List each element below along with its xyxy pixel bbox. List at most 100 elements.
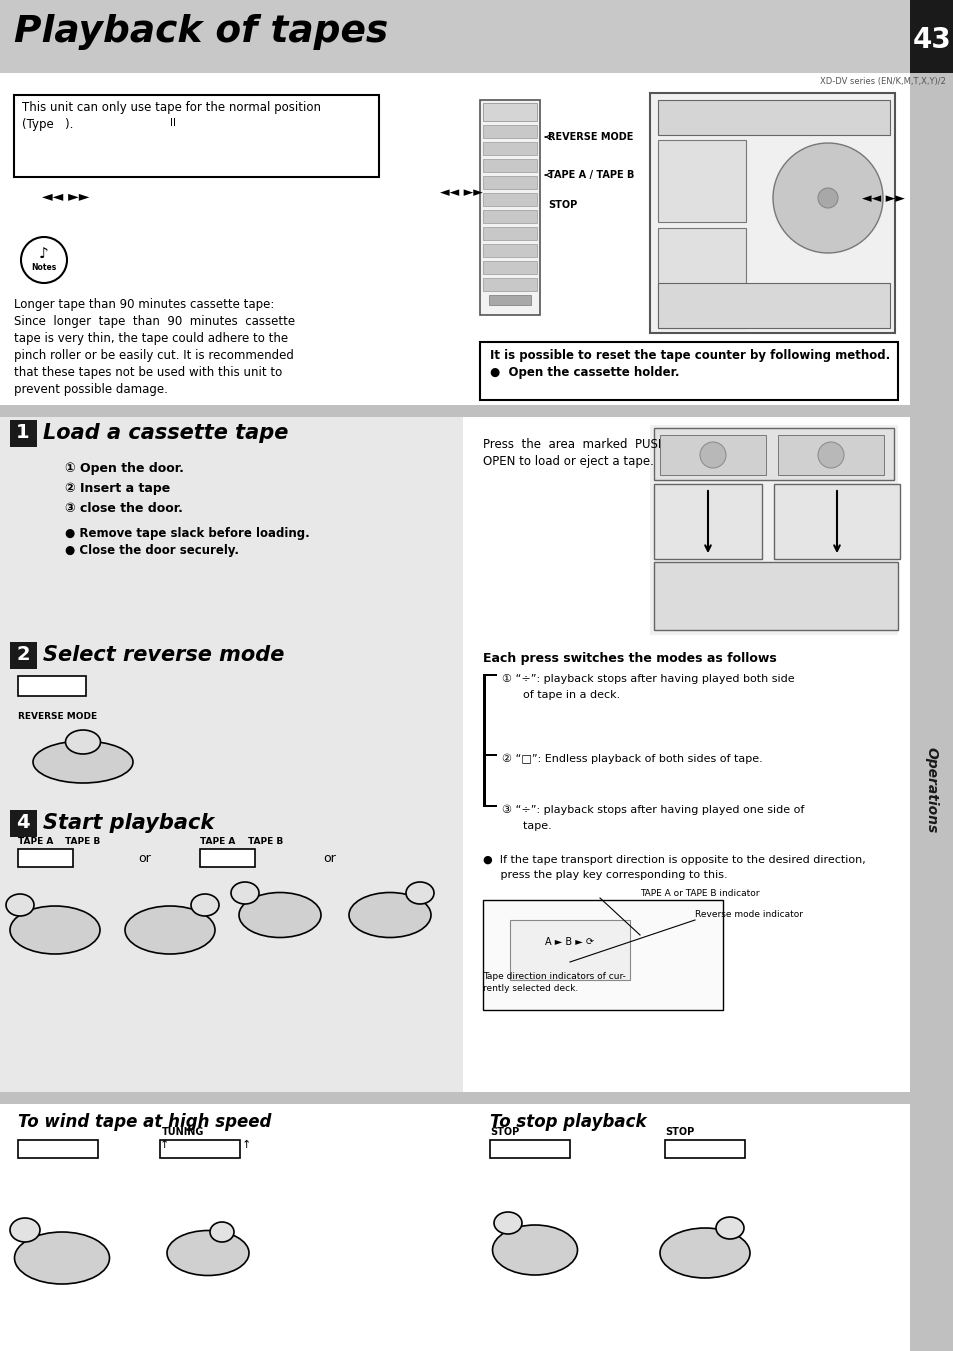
Bar (0, 807, 462, 1092)
Text: To stop playback: To stop playback (490, 1113, 646, 1131)
Bar (778, 435, 883, 476)
Ellipse shape (66, 730, 100, 754)
Ellipse shape (406, 882, 434, 904)
Circle shape (21, 236, 67, 282)
Bar (773, 484, 899, 559)
Text: ♪: ♪ (39, 246, 49, 262)
Bar (482, 193, 537, 205)
Bar (482, 176, 537, 189)
Bar (482, 227, 537, 240)
Text: Operations: Operations (924, 747, 938, 834)
Ellipse shape (494, 1212, 521, 1233)
Bar (489, 295, 531, 305)
Ellipse shape (239, 893, 320, 938)
Text: (Type   ).: (Type ). (22, 118, 73, 131)
Text: ◄◄ ►►: ◄◄ ►► (862, 192, 904, 204)
Bar (0, 405, 909, 417)
Text: ↑: ↑ (242, 1140, 251, 1150)
Bar (482, 674, 497, 676)
Text: ●  If the tape transport direction is opposite to the desired direction,: ● If the tape transport direction is opp… (482, 855, 864, 865)
Text: REVERSE MODE: REVERSE MODE (18, 712, 97, 721)
Bar (0, 0, 909, 73)
Text: of tape in a deck.: of tape in a deck. (501, 690, 619, 700)
Bar (482, 805, 497, 807)
Circle shape (817, 442, 843, 467)
Ellipse shape (33, 740, 132, 784)
Bar (909, 73, 953, 1351)
Bar (18, 676, 86, 696)
Text: ◄◄ ►►: ◄◄ ►► (42, 190, 90, 204)
Text: STOP: STOP (671, 200, 700, 209)
Ellipse shape (14, 1232, 110, 1283)
Bar (0, 639, 462, 807)
Text: STOP: STOP (490, 1127, 518, 1138)
Circle shape (772, 143, 882, 253)
Ellipse shape (231, 882, 258, 904)
Bar (482, 261, 537, 274)
Text: ② Insert a tape: ② Insert a tape (65, 482, 170, 494)
Text: TAPE B: TAPE B (248, 838, 283, 846)
Bar (10, 811, 37, 838)
Bar (200, 848, 254, 867)
Bar (10, 642, 37, 669)
Text: TAPE A: TAPE A (18, 838, 53, 846)
Bar (658, 228, 745, 328)
Text: TAPE A or TAPE B indicator: TAPE A or TAPE B indicator (639, 889, 759, 898)
Bar (0, 417, 462, 639)
Text: Each press switches the modes as follows: Each press switches the modes as follows (482, 653, 776, 665)
Text: 43: 43 (912, 26, 950, 54)
Bar (18, 1140, 98, 1158)
Text: ③ “÷”: playback stops after having played one side of: ③ “÷”: playback stops after having playe… (501, 805, 803, 816)
Bar (479, 342, 897, 400)
Text: Start playback: Start playback (43, 813, 214, 834)
Ellipse shape (492, 1225, 577, 1275)
Bar (658, 282, 889, 328)
Bar (510, 920, 629, 979)
Text: ◄◄ ►►: ◄◄ ►► (439, 185, 482, 199)
Bar (482, 674, 485, 807)
Text: Notes: Notes (31, 262, 56, 272)
Text: tape is very thin, the tape could adhere to the: tape is very thin, the tape could adhere… (14, 332, 288, 345)
Text: STOP: STOP (664, 1127, 694, 1138)
Text: or: or (323, 851, 336, 865)
Text: A ► B ► ⟳: A ► B ► ⟳ (545, 938, 594, 947)
Bar (654, 428, 893, 480)
Bar (664, 1140, 744, 1158)
Circle shape (700, 442, 725, 467)
Bar (482, 142, 537, 155)
Bar (482, 278, 537, 290)
Text: that these tapes not be used with this unit to: that these tapes not be used with this u… (14, 366, 282, 380)
Bar (654, 484, 761, 559)
Bar (482, 900, 722, 1011)
Bar (482, 245, 537, 257)
Text: Playback of tapes: Playback of tapes (14, 14, 388, 50)
Text: It is possible to reset the tape counter by following method.: It is possible to reset the tape counter… (490, 349, 889, 362)
Text: press the play key corresponding to this.: press the play key corresponding to this… (482, 870, 727, 880)
Text: Longer tape than 90 minutes cassette tape:: Longer tape than 90 minutes cassette tap… (14, 299, 274, 311)
Text: 4: 4 (16, 813, 30, 832)
Ellipse shape (125, 907, 214, 954)
Text: pinch roller or be easily cut. It is recommended: pinch roller or be easily cut. It is rec… (14, 349, 294, 362)
Text: TAPE A / TAPE B: TAPE A / TAPE B (547, 170, 634, 180)
Text: tape.: tape. (501, 821, 551, 831)
Text: TAPE B: TAPE B (65, 838, 100, 846)
Text: ① Open the door.: ① Open the door. (65, 462, 184, 476)
Text: Tape direction indicators of cur-: Tape direction indicators of cur- (482, 971, 625, 981)
Text: Press  the  area  marked  PUSH: Press the area marked PUSH (482, 438, 666, 451)
Text: rently selected deck.: rently selected deck. (482, 984, 578, 993)
Text: STOP: STOP (547, 200, 577, 209)
Ellipse shape (659, 1228, 749, 1278)
Bar (649, 426, 897, 635)
Bar (658, 141, 745, 222)
Text: or: or (138, 851, 152, 865)
Ellipse shape (191, 894, 219, 916)
Text: ● Remove tape slack before loading.: ● Remove tape slack before loading. (65, 527, 310, 540)
Text: II: II (170, 118, 175, 128)
Bar (0, 1092, 909, 1104)
Text: ② “□”: Endless playback of both sides of tape.: ② “□”: Endless playback of both sides of… (501, 754, 762, 765)
Ellipse shape (167, 1231, 249, 1275)
Bar (482, 103, 537, 122)
Bar (658, 100, 889, 135)
Ellipse shape (6, 894, 34, 916)
Bar (14, 95, 378, 177)
